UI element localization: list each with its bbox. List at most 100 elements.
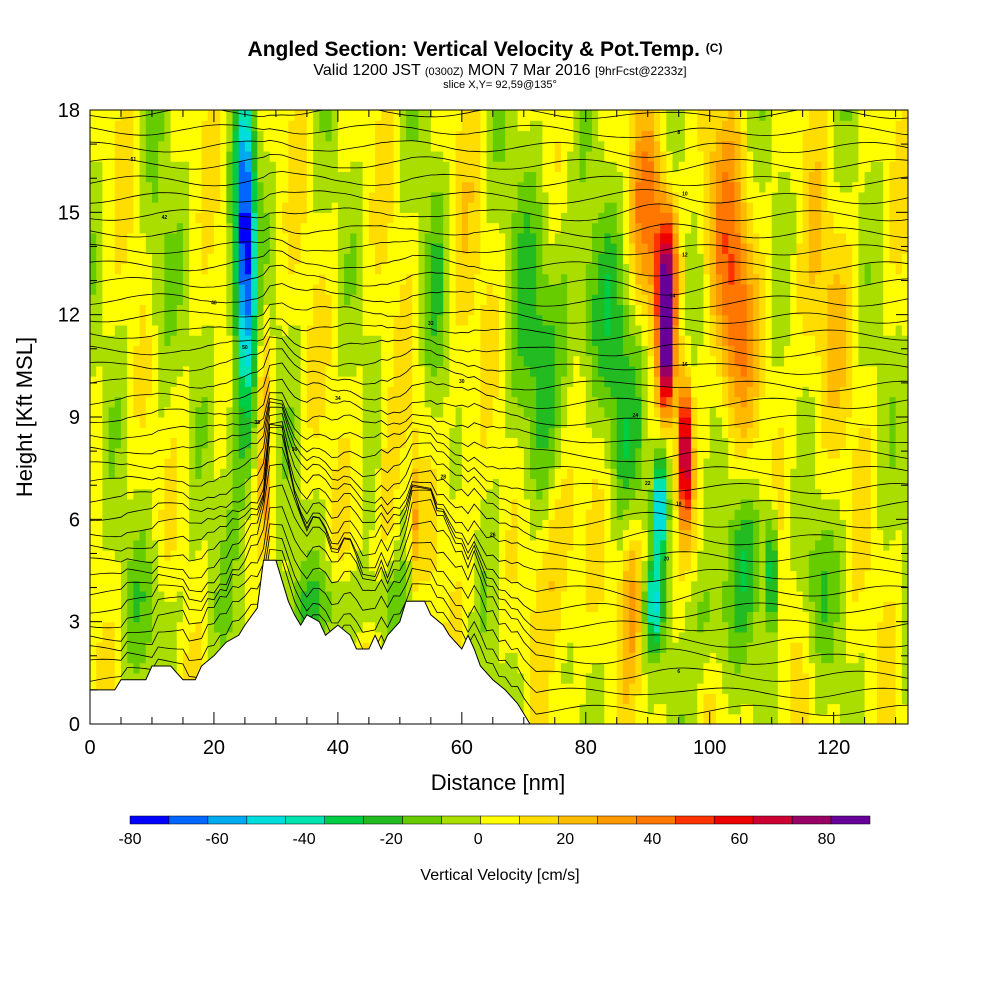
field-cell <box>523 478 531 490</box>
field-cell <box>282 509 289 520</box>
field-cell <box>288 478 296 490</box>
field-cell <box>269 120 277 132</box>
field-cell <box>468 427 475 439</box>
field-cell <box>96 621 103 633</box>
field-cell <box>511 150 519 162</box>
field-cell <box>461 376 469 387</box>
field-cell <box>505 171 512 183</box>
field-cell <box>542 703 550 715</box>
field-cell <box>182 130 190 142</box>
field-cell <box>220 560 227 572</box>
field-cell <box>356 631 364 643</box>
field-cell <box>492 110 500 121</box>
field-cell <box>114 222 122 234</box>
field-cell <box>461 601 469 613</box>
field-cell <box>585 314 593 326</box>
field-cell <box>319 621 327 633</box>
field-cell <box>201 652 209 664</box>
field-cell <box>511 611 519 623</box>
field-cell <box>306 191 314 203</box>
field-cell <box>145 529 153 541</box>
field-cell <box>344 519 351 531</box>
field-cell <box>331 191 339 203</box>
field-cell <box>536 642 543 653</box>
field-cell <box>449 130 457 142</box>
field-cell <box>158 621 165 633</box>
field-cell <box>554 335 562 346</box>
field-cell <box>585 713 593 724</box>
field-cell <box>579 529 587 541</box>
field-cell <box>263 304 271 316</box>
field-cell <box>139 130 147 142</box>
field-cell <box>499 253 506 265</box>
field-cell <box>536 212 543 224</box>
field-cell <box>529 447 537 459</box>
field-cell <box>306 150 314 162</box>
field-cell <box>480 171 488 183</box>
field-cell <box>511 345 519 357</box>
field-cell <box>480 120 488 132</box>
field-cell <box>232 590 240 602</box>
field-cell <box>523 652 531 664</box>
field-cell <box>455 191 463 203</box>
field-cell <box>282 130 289 142</box>
field-cell <box>375 171 382 183</box>
field-cell <box>344 509 351 520</box>
field-cell <box>133 263 141 275</box>
field-cell <box>412 560 420 572</box>
field-cell <box>170 406 178 418</box>
field-cell <box>195 580 203 592</box>
field-cell <box>486 304 494 316</box>
field-cell <box>282 519 289 531</box>
field-cell <box>201 437 209 449</box>
field-cell <box>90 437 97 449</box>
field-cell <box>406 365 413 377</box>
field-cell <box>449 488 457 500</box>
field-cell <box>195 488 203 500</box>
field-cell <box>207 191 215 203</box>
field-cell <box>127 386 134 398</box>
field-cell <box>288 150 296 162</box>
field-cell <box>182 386 190 398</box>
field-cell <box>226 294 234 306</box>
field-cell <box>164 580 172 592</box>
field-cell <box>151 488 159 500</box>
field-cell <box>480 222 488 234</box>
field-cell <box>189 150 196 162</box>
field-cell <box>269 509 277 520</box>
field-cell <box>238 324 246 336</box>
field-cell <box>424 335 432 346</box>
field-cell <box>288 498 296 510</box>
field-cell <box>406 202 413 213</box>
field-cell <box>96 683 103 694</box>
field-cell <box>325 560 333 572</box>
field-cell <box>449 243 457 254</box>
field-cell <box>443 427 451 439</box>
field-cell <box>399 324 407 336</box>
field-cell <box>480 283 488 295</box>
field-cell <box>579 222 587 234</box>
field-cell <box>145 519 153 531</box>
field-cell <box>350 120 358 132</box>
field-cell <box>313 601 320 613</box>
field-cell <box>251 437 258 449</box>
field-cell <box>164 601 172 613</box>
field-cell <box>536 417 543 428</box>
field-cell <box>499 294 506 306</box>
field-cell <box>437 294 444 306</box>
field-cell <box>102 601 110 613</box>
field-cell <box>102 457 110 469</box>
field-cell <box>567 345 574 357</box>
field-cell <box>499 273 506 285</box>
field-cell <box>468 324 475 336</box>
field-cell <box>418 181 426 193</box>
field-cell <box>393 304 401 316</box>
field-cell <box>412 376 420 387</box>
field-cell <box>424 283 432 295</box>
field-cell <box>96 478 103 490</box>
field-cell <box>114 191 122 203</box>
field-cell <box>350 601 358 613</box>
field-cell <box>449 273 457 285</box>
field-cell <box>257 314 265 326</box>
field-cell <box>461 529 469 541</box>
